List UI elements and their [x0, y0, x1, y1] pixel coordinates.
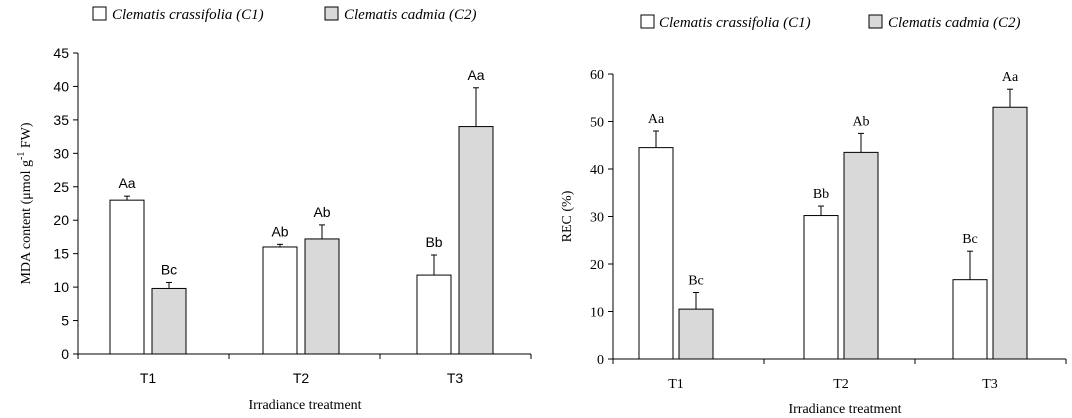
y-tick-label: 15 — [53, 246, 69, 262]
y-tick-label: 50 — [590, 116, 604, 131]
y-tick-label: 20 — [53, 212, 69, 228]
y-tick-label: 25 — [53, 179, 69, 195]
bar — [992, 106, 1028, 360]
bar — [416, 274, 452, 355]
y-tick-label: 10 — [53, 279, 69, 295]
chart-1: Clematis crassifolia (C1) Clematis cadmia… — [16, 6, 532, 413]
data-label: Ab — [852, 114, 869, 129]
y-axis-title-sup: -1 — [16, 152, 27, 160]
y-tick-label: 35 — [53, 112, 69, 128]
y-axis-title: REC (%) — [560, 190, 575, 242]
bar — [843, 151, 879, 360]
data-label: Bc — [688, 274, 704, 289]
legend-swatch — [868, 14, 883, 29]
data-label: Aa — [648, 112, 665, 127]
y-axis-title-main: MDA content (μmol g — [19, 160, 34, 285]
x-axis-title: Irradiance treatment — [248, 398, 361, 413]
x-tick-label: T2 — [833, 377, 849, 392]
legend-swatch — [640, 14, 655, 29]
legend-swatch — [324, 6, 339, 21]
y-tick-label: 0 — [597, 353, 604, 368]
x-tick-label: T3 — [447, 370, 464, 386]
data-label: Aa — [1002, 70, 1019, 85]
legend-label: Clematis crassifolia (C1) — [112, 7, 264, 23]
data-label: Bb — [425, 234, 442, 250]
y-tick-label: 30 — [590, 211, 604, 226]
y-axis-title-tail: FW) — [19, 122, 34, 152]
y-axis-title: MDA content (μmol g-1 FW) — [16, 122, 34, 284]
bar — [109, 199, 145, 355]
chart-2: Clematis crassifolia (C1) Clematis cadmia… — [560, 14, 1067, 417]
x-axis-title: Irradiance treatment — [788, 402, 901, 417]
x-tick-label: T1 — [140, 370, 157, 386]
data-label: Bb — [813, 187, 829, 202]
data-label: Aa — [467, 67, 484, 83]
data-label: Ab — [313, 204, 330, 220]
y-tick-label: 40 — [590, 163, 604, 178]
legend-label: Clematis cadmia (C2) — [888, 15, 1021, 31]
data-label: Bc — [161, 261, 177, 277]
y-tick-label: 60 — [590, 68, 604, 83]
y-tick-label: 10 — [590, 306, 604, 321]
legend-swatch — [92, 6, 107, 21]
data-label: Ab — [271, 223, 288, 239]
legend-label: Clematis cadmia (C2) — [344, 7, 477, 23]
bar — [952, 279, 988, 360]
y-axis-title-main: REC (%) — [560, 190, 575, 242]
y-tick-label: 30 — [53, 145, 69, 161]
y-tick-label: 40 — [53, 78, 69, 94]
bar — [638, 147, 674, 360]
data-label: Bc — [962, 232, 978, 247]
bar — [151, 287, 187, 355]
y-tick-label: 20 — [590, 258, 604, 273]
x-tick-label: T1 — [668, 377, 684, 392]
data-label: Aa — [118, 175, 135, 191]
bar — [262, 246, 298, 355]
bar — [458, 126, 494, 355]
bar — [304, 238, 340, 355]
y-tick-label: 0 — [61, 346, 69, 362]
y-tick-label: 5 — [61, 313, 69, 329]
y-tick-label: 45 — [53, 45, 69, 61]
bar — [678, 308, 714, 360]
x-tick-label: T2 — [293, 370, 310, 386]
x-tick-label: T3 — [982, 377, 998, 392]
legend-label: Clematis crassifolia (C1) — [659, 15, 811, 31]
bar — [803, 215, 839, 360]
